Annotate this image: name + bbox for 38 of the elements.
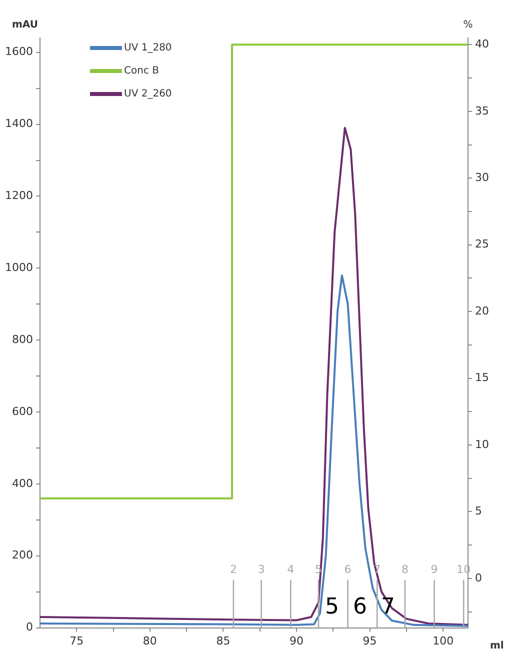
x-tick-label: 100 (432, 634, 454, 648)
legend-label: UV 1_280 (124, 42, 172, 54)
y-axis-title: mAU (12, 20, 38, 31)
annotation: 6 (344, 563, 352, 576)
x-tick-label: 85 (216, 634, 230, 648)
y2-tick-label: 35 (475, 104, 489, 118)
annotation: 9 (430, 563, 438, 576)
y-tick-label: 0 (26, 620, 33, 634)
y2-tick-label: 20 (475, 304, 489, 318)
y2-tick-label: 5 (475, 504, 482, 518)
y-tick-label: 1000 (5, 261, 33, 274)
y2-tick-label: 15 (475, 371, 489, 384)
annotation: 3 (258, 563, 265, 576)
y-tick-label: 1200 (5, 189, 33, 202)
y2-tick-label: 0 (475, 571, 482, 584)
y-tick-label: 400 (12, 476, 33, 490)
y2-tick-label: 40 (475, 38, 489, 51)
y2-tick-label: 25 (475, 238, 489, 251)
x-tick-label: 80 (142, 634, 157, 648)
y-tick-label: 600 (12, 404, 33, 418)
x-tick-label: 95 (362, 634, 377, 648)
legend-label: UV 2_260 (124, 88, 172, 100)
y-tick-label: 200 (12, 548, 33, 562)
annotation: 5 (325, 594, 339, 620)
x-tick-label: 90 (290, 634, 304, 648)
annotation: 8 (401, 563, 408, 576)
y-tick-label: 1600 (5, 45, 33, 58)
annotation: 2 (230, 563, 237, 576)
y-tick-label: 1400 (5, 117, 33, 130)
x-axis-title: ml (490, 640, 504, 652)
annotation: 4 (287, 563, 294, 576)
annotation: 6 (353, 594, 367, 620)
y2-tick-label: 30 (475, 170, 489, 184)
y2-tick-label: 10 (475, 438, 489, 451)
y-tick-label: 800 (12, 332, 33, 346)
legend-label: Conc B (124, 66, 160, 77)
x-tick-label: 75 (70, 634, 84, 648)
y2-axis-title: % (463, 20, 473, 31)
